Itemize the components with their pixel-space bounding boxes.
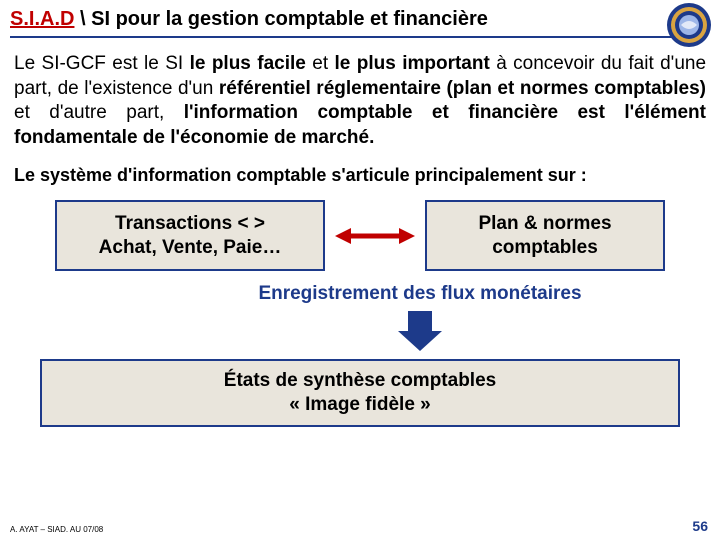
slide-footer: A. AYAT – SIAD. AU 07/08 56: [10, 518, 708, 534]
title-prefix: S.I.A.D: [10, 8, 74, 30]
box-line: « Image fidèle »: [56, 393, 664, 417]
double-arrow-icon: [335, 224, 415, 248]
slide-header: S.I.A.D \ SI pour la gestion comptable e…: [0, 0, 720, 42]
footer-author: A. AYAT – SIAD. AU 07/08: [10, 525, 103, 534]
text-bold: le plus important: [335, 53, 490, 74]
intro-paragraph: Le SI-GCF est le SI le plus facile et le…: [14, 52, 706, 151]
box-line: États de synthèse comptables: [56, 369, 664, 393]
text-bold: référentiel réglementaire (plan et norme…: [219, 78, 706, 99]
arrow-down-icon: [390, 311, 450, 351]
text-segment: Le SI-GCF est le SI: [14, 53, 190, 74]
page-number: 56: [692, 518, 708, 534]
slide-body: Le SI-GCF est le SI le plus facile et le…: [0, 42, 720, 427]
slide: S.I.A.D \ SI pour la gestion comptable e…: [0, 0, 720, 540]
text-segment: et d'autre part,: [14, 102, 184, 123]
box-line: Transactions < >: [71, 212, 309, 236]
box-line: comptables: [441, 236, 649, 260]
subheading: Le système d'information comptable s'art…: [14, 165, 706, 186]
arrow-down-wrap: [14, 311, 706, 351]
header-underline: [10, 36, 672, 38]
text-bold: le plus facile: [190, 53, 306, 74]
title-separator: \: [74, 8, 91, 30]
logo-seal-icon: [666, 2, 712, 48]
flux-label: Enregistrement des flux monétaires: [14, 283, 706, 305]
title-text: SI pour la gestion comptable et financiè…: [91, 8, 488, 30]
box-line: Achat, Vente, Paie…: [71, 236, 309, 260]
text-segment: et: [306, 53, 335, 74]
box-line: Plan & normes: [441, 212, 649, 236]
box-etats-synthese: États de synthèse comptables « Image fid…: [40, 359, 680, 427]
box-transactions: Transactions < > Achat, Vente, Paie…: [55, 200, 325, 272]
boxes-row: Transactions < > Achat, Vente, Paie… Pla…: [14, 200, 706, 272]
box-plan-normes: Plan & normes comptables: [425, 200, 665, 272]
